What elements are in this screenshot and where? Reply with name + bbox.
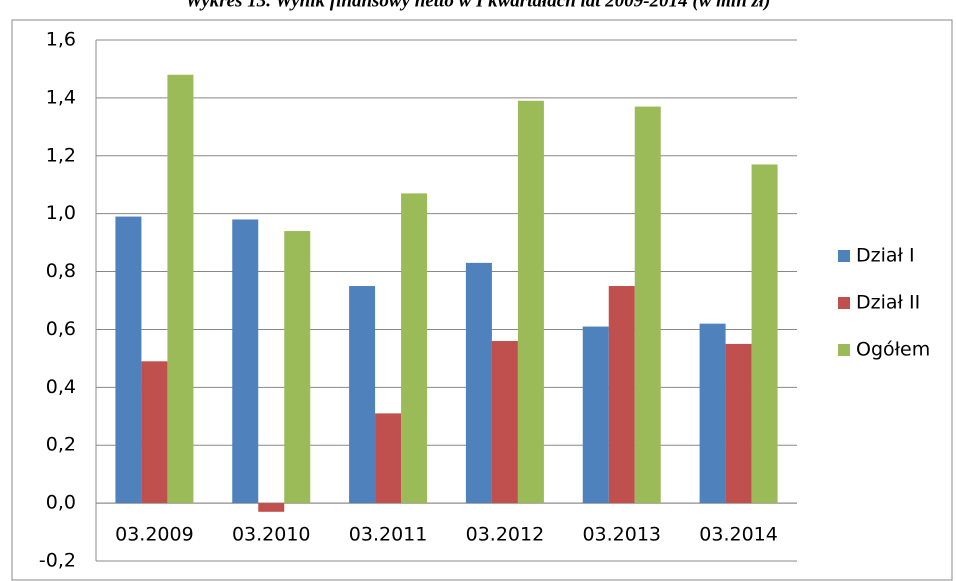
y-tick-label: 1,0 xyxy=(46,202,76,224)
bar xyxy=(751,164,778,504)
legend-swatch xyxy=(838,250,850,262)
bar xyxy=(491,341,518,504)
y-tick-label: 0,6 xyxy=(46,318,76,340)
legend-label: Ogółem xyxy=(856,339,930,361)
bar xyxy=(517,100,544,504)
legend-label: Dział II xyxy=(856,292,920,314)
x-tick-label: 03.2011 xyxy=(349,524,428,546)
legend-label: Dział I xyxy=(856,245,915,267)
y-tick-label: 0,8 xyxy=(46,260,76,282)
bar xyxy=(284,231,311,504)
bar xyxy=(375,413,402,504)
bar xyxy=(465,262,492,504)
bar xyxy=(401,193,428,504)
y-tick-label: 1,6 xyxy=(46,29,76,51)
bar xyxy=(608,286,635,504)
bar xyxy=(349,286,376,504)
bar xyxy=(258,503,285,512)
bar xyxy=(232,219,259,504)
legend-swatch xyxy=(838,344,850,356)
bar xyxy=(115,216,142,504)
y-tick-label: 0,0 xyxy=(46,492,76,514)
x-tick-label: 03.2009 xyxy=(115,524,194,546)
x-tick-label: 03.2012 xyxy=(466,524,545,546)
x-tick-label: 03.2014 xyxy=(699,524,778,546)
bar xyxy=(699,323,726,504)
y-tick-label: 1,2 xyxy=(46,144,76,166)
y-tick-label: 0,2 xyxy=(46,434,76,456)
y-tick-label: 1,4 xyxy=(46,86,76,108)
bar xyxy=(582,326,609,504)
y-tick-label: -0,2 xyxy=(39,550,76,572)
bar xyxy=(725,343,752,504)
x-tick-label: 03.2010 xyxy=(232,524,311,546)
x-tick-label: 03.2013 xyxy=(582,524,661,546)
bar xyxy=(167,74,194,504)
chart-title: Wykres 13. Wynik finansowy netto w I kwa… xyxy=(185,0,770,11)
bar xyxy=(634,106,661,504)
legend-swatch xyxy=(838,297,850,309)
bar xyxy=(141,361,168,504)
y-tick-label: 0,4 xyxy=(46,376,76,398)
